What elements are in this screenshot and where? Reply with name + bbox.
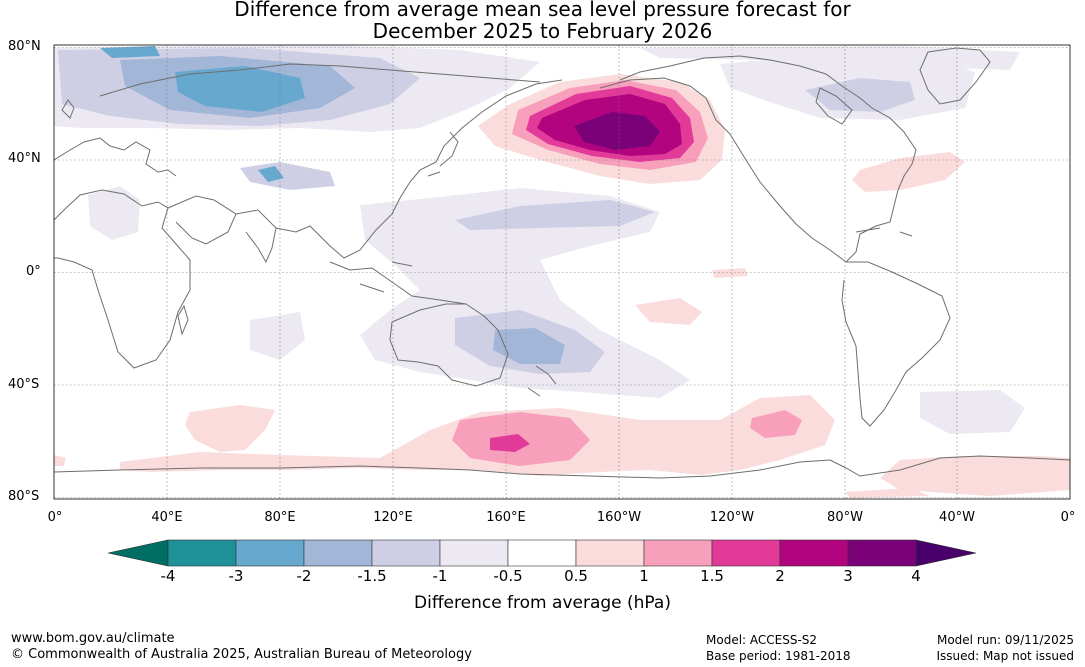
anomaly-region-indian-ocean <box>250 312 305 360</box>
colorbar-swatch <box>439 539 509 567</box>
coastline-japan <box>427 131 459 177</box>
colorbar-tick-label: -1 <box>432 567 448 585</box>
coastline-australia <box>389 303 509 387</box>
map-plot-area <box>54 45 1070 499</box>
colorbar-tick-label: 1.5 <box>700 567 724 585</box>
anomaly-region-arctic-north <box>640 46 1020 70</box>
anomaly-region-amundsen-sea <box>750 410 802 438</box>
coastline-greenland <box>919 47 991 105</box>
lat-label: 40°S <box>8 377 40 392</box>
lon-label: 0° <box>47 510 63 525</box>
coastline-cuba-caribbean <box>855 227 913 237</box>
anomaly-region-australia-core <box>493 328 565 364</box>
anomaly-region-weddell <box>880 456 1070 496</box>
anomaly-region-tibet-core <box>258 166 284 182</box>
colorbar-tick-label: -4 <box>160 567 176 585</box>
anomaly-region-canada-core <box>805 78 915 112</box>
map-frame <box>53 44 1071 500</box>
coastline-alaska <box>599 77 731 135</box>
colorbar-swatch <box>167 539 237 567</box>
anomaly-region-ross-sea-core <box>490 434 530 452</box>
coastline-south-america <box>841 261 951 427</box>
colorbar-arrow-low <box>107 539 169 567</box>
anomaly-region-south-atlantic <box>920 390 1025 434</box>
lon-label: 80°E <box>264 510 296 525</box>
coastline-arabia <box>167 195 237 245</box>
lat-label: 40°N <box>8 151 41 166</box>
footer-copyright: © Commonwealth of Australia 2025, Austra… <box>11 647 472 662</box>
lon-label: 120°E <box>373 510 413 525</box>
chart-title-line1: Difference from average mean sea level p… <box>234 0 851 21</box>
lat-label: 0° <box>26 264 41 279</box>
colorbar-tick-label: -0.5 <box>493 567 523 585</box>
colorbar-arrow-high <box>915 539 977 567</box>
anomaly-region-arctic-patch <box>100 46 160 58</box>
colorbar-title: Difference from average (hPa) <box>414 593 671 613</box>
colorbar-tick-label: 2 <box>775 567 785 585</box>
coastline-africa <box>54 189 191 369</box>
lon-label: 40°E <box>151 510 183 525</box>
anomaly-region-atlantic-high <box>852 152 965 192</box>
anomaly-region-siberia-low <box>175 66 305 112</box>
coastline-new-zealand <box>527 365 557 397</box>
lon-label: 160°W <box>596 510 642 525</box>
lat-label: 80°N <box>8 39 41 54</box>
lon-label: 80°W <box>827 510 863 525</box>
lon-label: 160°E <box>486 510 526 525</box>
anomaly-region-antarctic-edge <box>845 488 930 498</box>
coastline-north-america <box>619 55 917 263</box>
lon-label: 0° <box>1060 510 1076 525</box>
anomaly-region-west-pacific <box>360 188 690 398</box>
lon-label: 40°W <box>939 510 975 525</box>
coastline-antarctica <box>54 455 1070 479</box>
chart-title-line2: December 2025 to February 2026 <box>372 19 713 43</box>
coastline-maritime-se-asia <box>329 261 467 305</box>
footer-model: Model: ACCESS-S2 <box>706 633 818 647</box>
footer-url: www.bom.gov.au/climate <box>11 631 175 646</box>
footer-issued: Issued: Map not issued <box>936 649 1074 663</box>
colorbar-swatch <box>371 539 441 567</box>
colorbar-tick-label: 3 <box>843 567 853 585</box>
anomaly-region-south-pacific-east <box>635 298 702 325</box>
footer-model-run: Model run: 09/11/2025 <box>936 633 1074 647</box>
map-gridlines <box>54 45 1070 499</box>
coastline-britain <box>61 99 75 119</box>
colorbar-swatch <box>779 539 849 567</box>
coastline-india <box>235 209 277 264</box>
colorbar-tick-label: -3 <box>228 567 244 585</box>
colorbar-swatch <box>575 539 645 567</box>
footer-base-period: Base period: 1981-2018 <box>706 649 851 663</box>
coastline-hudson-bay <box>815 87 853 125</box>
lon-label: 120°W <box>709 510 755 525</box>
anomaly-region-north-pacific-band <box>455 200 655 230</box>
colorbar-swatch <box>235 539 305 567</box>
colorbar-tick-label: -2 <box>296 567 312 585</box>
colorbar <box>107 539 977 567</box>
colorbar-swatch <box>643 539 713 567</box>
anomaly-region-africa <box>88 186 140 240</box>
colorbar-swatch <box>507 539 577 567</box>
lat-label: 80°S <box>8 489 40 504</box>
colorbar-swatch <box>711 539 781 567</box>
coastline-madagascar <box>177 304 189 336</box>
coastline-europe <box>54 137 177 177</box>
anomaly-region-southern-west-edge <box>54 455 66 466</box>
colorbar-tick-label: 0.5 <box>564 567 588 585</box>
colorbar-tick-label: -1.5 <box>357 567 387 585</box>
anomaly-region-north-pacific-3 <box>574 112 660 150</box>
colorbar-tick-label: 4 <box>911 567 921 585</box>
coastlines <box>54 47 1070 479</box>
coastline-east-asia <box>275 79 563 259</box>
colorbar-swatch <box>303 539 373 567</box>
anomaly-region-southern-ocean-west <box>185 405 275 452</box>
anomaly-region-equatorial <box>712 268 748 278</box>
colorbar-tick-label: 1 <box>639 567 649 585</box>
coastline-siberia <box>99 63 541 97</box>
colorbar-swatch <box>847 539 917 567</box>
